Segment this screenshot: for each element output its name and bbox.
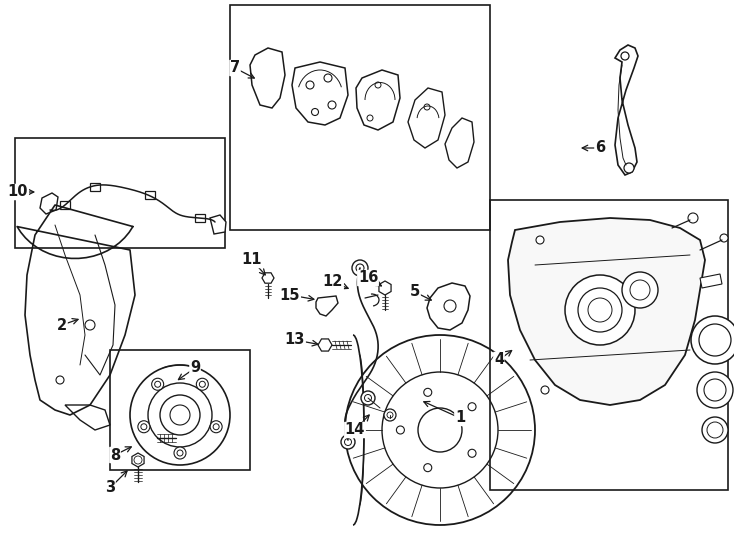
Polygon shape (316, 296, 338, 316)
Circle shape (424, 388, 432, 396)
Bar (230, 5, 490, 230)
Text: 12: 12 (323, 274, 344, 289)
Polygon shape (210, 215, 226, 234)
Circle shape (328, 101, 336, 109)
Text: 4: 4 (494, 353, 504, 368)
Text: 13: 13 (285, 333, 305, 348)
Text: 15: 15 (280, 287, 300, 302)
Circle shape (130, 365, 230, 465)
Circle shape (468, 449, 476, 457)
Text: 14: 14 (345, 422, 366, 437)
Circle shape (536, 236, 544, 244)
Polygon shape (262, 273, 274, 283)
Circle shape (174, 447, 186, 459)
Text: 9: 9 (190, 361, 200, 375)
Bar (490, 200, 728, 490)
Circle shape (384, 409, 396, 421)
Polygon shape (379, 281, 391, 295)
Polygon shape (40, 193, 58, 214)
Circle shape (697, 372, 733, 408)
Circle shape (306, 81, 314, 89)
Circle shape (324, 74, 332, 82)
Circle shape (624, 163, 634, 173)
Polygon shape (292, 62, 348, 125)
Polygon shape (132, 453, 144, 467)
Text: 3: 3 (105, 481, 115, 496)
Polygon shape (250, 48, 285, 108)
Polygon shape (700, 274, 722, 288)
Polygon shape (90, 183, 100, 191)
Text: 16: 16 (357, 271, 378, 286)
Circle shape (138, 421, 150, 433)
Polygon shape (408, 88, 445, 148)
Circle shape (361, 391, 375, 405)
Circle shape (702, 417, 728, 443)
Polygon shape (427, 283, 470, 330)
Circle shape (196, 378, 208, 390)
Circle shape (565, 275, 635, 345)
Circle shape (688, 213, 698, 223)
Text: 8: 8 (110, 448, 120, 462)
Circle shape (541, 386, 549, 394)
Polygon shape (318, 339, 332, 351)
Text: 7: 7 (230, 60, 240, 76)
Polygon shape (195, 214, 205, 222)
Polygon shape (445, 118, 474, 168)
Polygon shape (615, 45, 638, 175)
Polygon shape (145, 191, 155, 199)
Bar (110, 350, 250, 470)
Text: 1: 1 (455, 410, 465, 426)
Circle shape (396, 426, 404, 434)
Circle shape (468, 403, 476, 411)
Polygon shape (60, 201, 70, 209)
Text: 2: 2 (57, 318, 67, 333)
Polygon shape (139, 430, 157, 446)
Circle shape (341, 435, 355, 449)
Text: 10: 10 (8, 185, 28, 199)
Text: 5: 5 (410, 285, 420, 300)
Circle shape (352, 260, 368, 276)
Circle shape (622, 272, 658, 308)
Polygon shape (356, 70, 400, 130)
Circle shape (152, 378, 164, 390)
Circle shape (691, 316, 734, 364)
Text: 6: 6 (595, 140, 605, 156)
Polygon shape (508, 218, 705, 405)
Text: 11: 11 (241, 253, 262, 267)
Circle shape (210, 421, 222, 433)
Bar (15, 138, 225, 248)
Circle shape (85, 320, 95, 330)
Circle shape (621, 52, 629, 60)
Circle shape (424, 464, 432, 471)
Circle shape (56, 376, 64, 384)
Circle shape (720, 234, 728, 242)
Circle shape (311, 109, 319, 116)
